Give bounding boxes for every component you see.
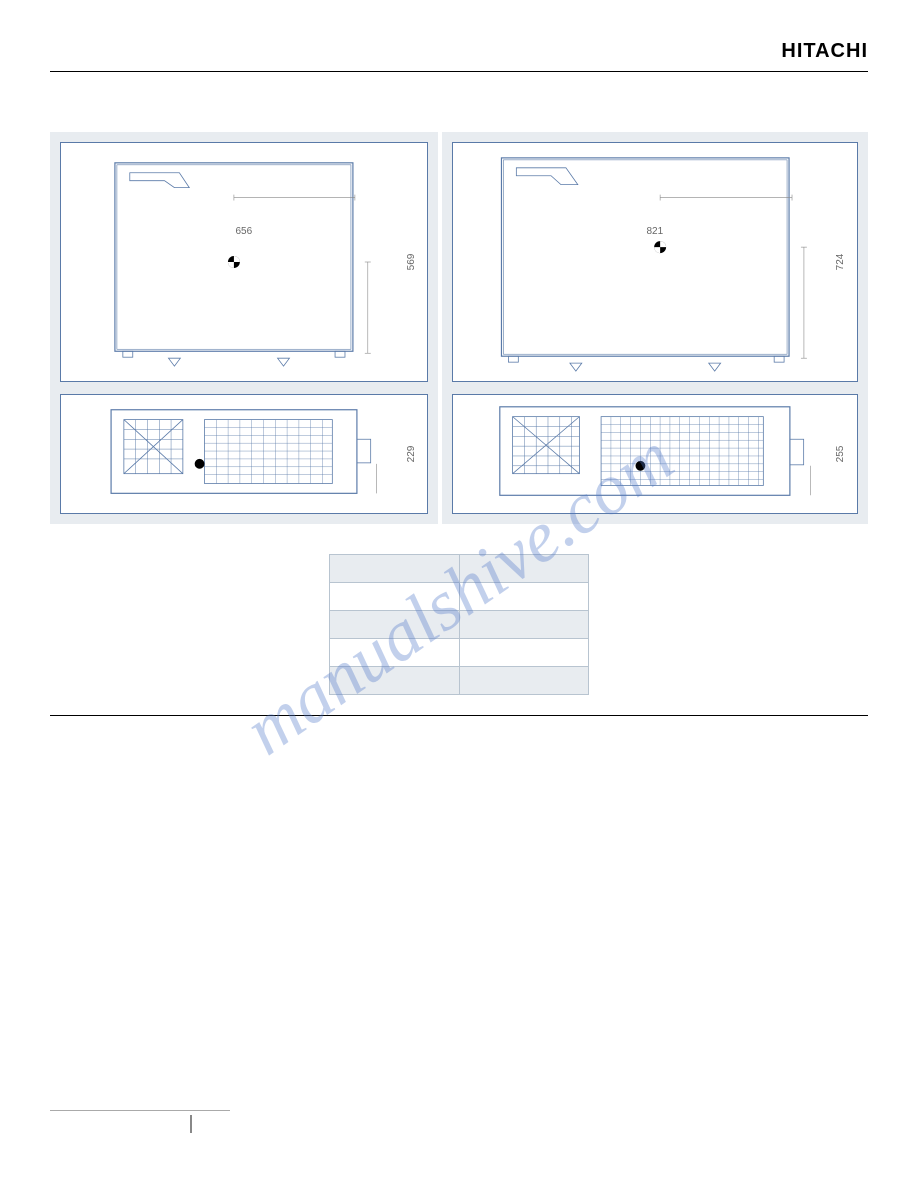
diagram-panel-right: 821 724 bbox=[442, 132, 868, 524]
brand-logo: HITACHI bbox=[781, 40, 868, 63]
dim-vertical-left: 569 bbox=[406, 254, 417, 271]
dim-front-right: 255 bbox=[835, 446, 846, 463]
top-view-right: 821 724 bbox=[452, 142, 858, 382]
dim-vertical-right: 724 bbox=[835, 254, 846, 271]
spec-table bbox=[329, 554, 589, 695]
footer-tick bbox=[190, 1115, 192, 1133]
table-row bbox=[330, 555, 589, 583]
table-row bbox=[330, 667, 589, 695]
footer-rule bbox=[50, 1110, 230, 1111]
dim-horizontal-left: 656 bbox=[235, 226, 252, 237]
table-row bbox=[330, 639, 589, 667]
page-header: HITACHI bbox=[50, 40, 868, 72]
front-view-right: 255 bbox=[452, 394, 858, 514]
diagram-container: 656 569 bbox=[50, 132, 868, 524]
page-footer bbox=[50, 1110, 868, 1138]
table-row bbox=[330, 611, 589, 639]
table-row bbox=[330, 583, 589, 611]
front-view-left: 229 bbox=[60, 394, 428, 514]
dim-front-left: 229 bbox=[406, 446, 417, 463]
diagram-panel-left: 656 569 bbox=[50, 132, 438, 524]
dim-horizontal-right: 821 bbox=[646, 226, 663, 237]
top-view-left: 656 569 bbox=[60, 142, 428, 382]
section-divider bbox=[50, 715, 868, 716]
